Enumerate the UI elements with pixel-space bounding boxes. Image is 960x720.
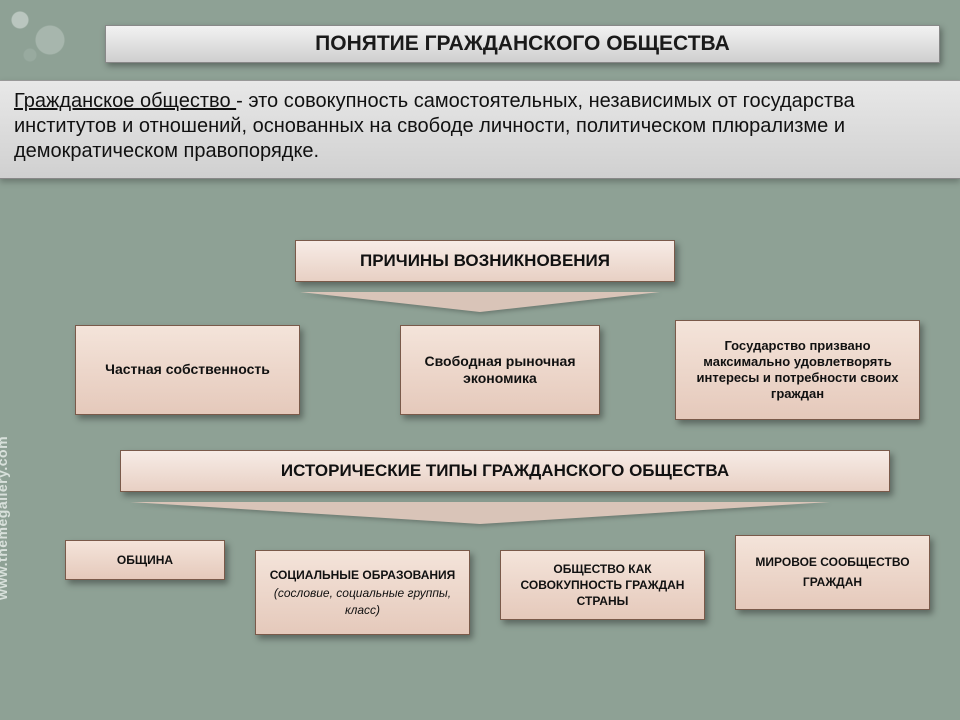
section2-cell-4: МИРОВОЕ СООБЩЕСТВО ГРАЖДАН (735, 535, 930, 610)
section2-arrow (130, 502, 830, 524)
corner-decoration (0, 0, 100, 70)
definition-term: Гражданское общество (14, 90, 236, 112)
section2-cell-3-main: ОБЩЕСТВО КАК СОВОКУПНОСТЬ ГРАЖДАН СТРАНЫ (509, 561, 696, 610)
section2-header: ИСТОРИЧЕСКИЕ ТИПЫ ГРАЖДАНСКОГО ОБЩЕСТВА (120, 450, 890, 492)
section2-cell-2: СОЦИАЛЬНЫЕ ОБРАЗОВАНИЯ (сословие, социал… (255, 550, 470, 635)
section2-cell-2-main: СОЦИАЛЬНЫЕ ОБРАЗОВАНИЯ (270, 567, 456, 583)
section1-cell-1: Частная собственность (75, 325, 300, 415)
section2-cell-3: ОБЩЕСТВО КАК СОВОКУПНОСТЬ ГРАЖДАН СТРАНЫ (500, 550, 705, 620)
section1-cell-2: Свободная рыночная экономика (400, 325, 600, 415)
page-title: ПОНЯТИЕ ГРАЖДАНСКОГО ОБЩЕСТВА (105, 25, 940, 63)
diagram-area: ПРИЧИНЫ ВОЗНИКНОВЕНИЯ Частная собственно… (0, 220, 960, 720)
section1-header: ПРИЧИНЫ ВОЗНИКНОВЕНИЯ (295, 240, 675, 282)
section2-cell-1-main: ОБЩИНА (117, 552, 173, 568)
section2-cell-1: ОБЩИНА (65, 540, 225, 580)
section2-cell-2-sub: (сословие, социальные группы, класс) (264, 585, 461, 617)
section1-cell-3: Государство призвано максимально удовлет… (675, 320, 920, 420)
definition-block: Гражданское общество - это совокупность … (0, 80, 960, 179)
section2-cell-4-main: МИРОВОЕ СООБЩЕСТВО ГРАЖДАН (744, 553, 921, 591)
section1-arrow (300, 292, 660, 312)
